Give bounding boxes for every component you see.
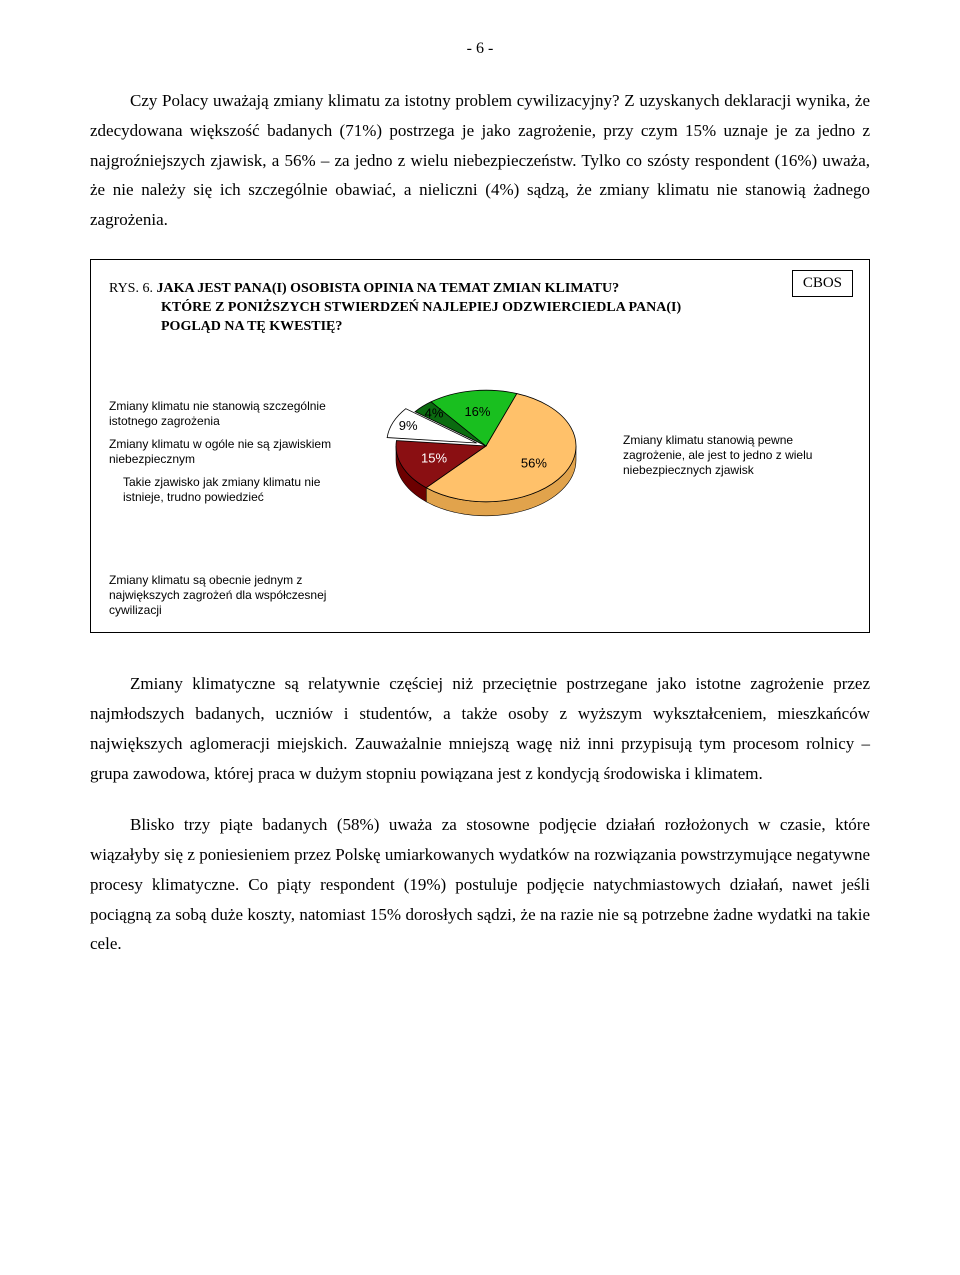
label-slice-15: Zmiany klimatu są obecnie jednym z najwi… bbox=[109, 573, 349, 618]
label-slice-56: Zmiany klimatu stanowią pewne zagrożenie… bbox=[623, 433, 823, 478]
pie-pct-label: 4% bbox=[425, 406, 444, 421]
pie-pct-label: 56% bbox=[521, 456, 547, 471]
caption-line-1: JAKA JEST PANA(I) OSOBISTA OPINIA NA TEM… bbox=[156, 281, 619, 296]
label-slice-16: Zmiany klimatu nie stanowią szczególnie … bbox=[109, 399, 349, 429]
document-page: - 6 - Czy Polacy uważają zmiany klimatu … bbox=[0, 0, 960, 1275]
pie-pct-label: 9% bbox=[399, 418, 418, 433]
figure-caption: RYS. 6. JAKA JEST PANA(I) OSOBISTA OPINI… bbox=[109, 280, 749, 337]
page-number: - 6 - bbox=[90, 40, 870, 58]
chart-body: Zmiany klimatu nie stanowią szczególnie … bbox=[109, 348, 851, 563]
paragraph-1: Czy Polacy uważają zmiany klimatu za ist… bbox=[90, 86, 870, 235]
caption-prefix: RYS. 6. bbox=[109, 281, 156, 296]
label-slice-9: Takie zjawisko jak zmiany klimatu nie is… bbox=[123, 475, 349, 505]
paragraph-2: Zmiany klimatyczne są relatywnie częście… bbox=[90, 669, 870, 788]
source-badge: CBOS bbox=[792, 270, 853, 297]
caption-line-2: KTÓRE Z PONIŻSZYCH STWIERDZEŃ NAJLEPIEJ … bbox=[161, 299, 749, 318]
pie-pct-label: 16% bbox=[464, 404, 490, 419]
pie-chart: 56% 15% 9% 4% 16% bbox=[361, 348, 611, 563]
pie-pct-label: 15% bbox=[421, 451, 447, 466]
left-labels: Zmiany klimatu nie stanowią szczególnie … bbox=[109, 399, 349, 513]
paragraph-3: Blisko trzy piąte badanych (58%) uważa z… bbox=[90, 810, 870, 959]
label-slice-4: Zmiany klimatu w ogóle nie są zjawiskiem… bbox=[109, 437, 349, 467]
chart-frame: CBOS RYS. 6. JAKA JEST PANA(I) OSOBISTA … bbox=[90, 259, 870, 634]
caption-line-3: POGLĄD NA TĘ KWESTIĘ? bbox=[161, 318, 749, 337]
